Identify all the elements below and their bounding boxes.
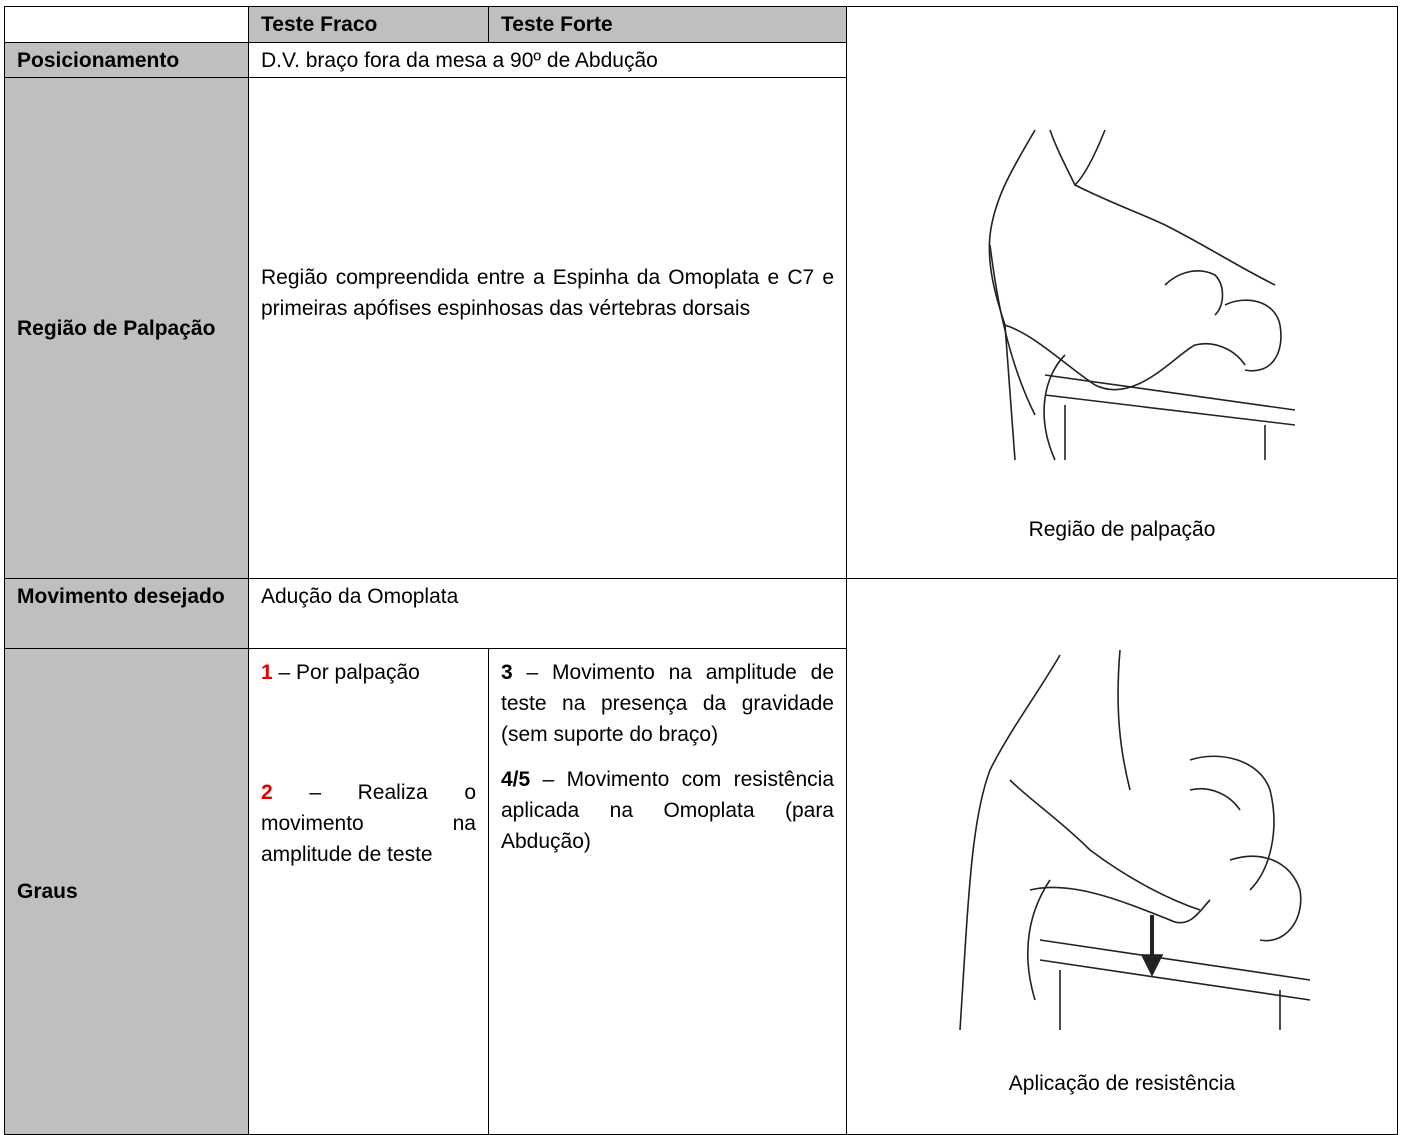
grades-weak: 1 – Por palpação 2 – Realiza o movimento…	[248, 648, 489, 1135]
illustration-resistance	[959, 650, 1311, 1030]
grade-text: – Por palpação	[278, 661, 420, 684]
figure-caption: Região de palpação	[1028, 518, 1216, 541]
value-text: Região compreendida entre a Espinha da O…	[261, 266, 834, 320]
row-value: Região compreendida entre a Espinha da O…	[248, 77, 847, 579]
row-value: Adução da Omoplata	[248, 578, 847, 649]
grade-number: 1	[261, 661, 273, 684]
grade: 1 – Por palpação	[261, 657, 476, 688]
grade-text: – Movimento na amplitude de teste na pre…	[501, 661, 834, 746]
grade-number: 3	[501, 661, 513, 684]
row-label: Movimento desejado	[4, 578, 249, 649]
row-label: Posicionamento	[4, 42, 249, 78]
grade: 4/5 – Movimento com resistência aplicada…	[501, 764, 834, 857]
grade-text: – Movimento com resistência aplicada na …	[501, 768, 834, 853]
grades-strong: 3 – Movimento na amplitude de teste na p…	[488, 648, 847, 1135]
row-label: Graus	[4, 648, 249, 1135]
row-value: D.V. braço fora da mesa a 90º de Abdução	[248, 42, 847, 78]
row-label: Região de Palpação	[4, 77, 249, 579]
header-blank	[4, 6, 249, 43]
grade-number: 2	[261, 781, 273, 804]
grade-text: – Realiza o movimento na amplitude de te…	[261, 781, 476, 866]
label-text: Região de Palpação	[17, 316, 216, 340]
grade: 3 – Movimento na amplitude de teste na p…	[501, 657, 834, 750]
grade: 2 – Realiza o movimento na amplitude de …	[261, 777, 476, 870]
header-weak: Teste Fraco	[248, 6, 489, 43]
figure-caption: Aplicação de resistência	[1008, 1072, 1236, 1095]
header-strong: Teste Forte	[488, 6, 847, 43]
grade-number: 4/5	[501, 768, 531, 791]
illustration-palpation	[988, 129, 1295, 461]
